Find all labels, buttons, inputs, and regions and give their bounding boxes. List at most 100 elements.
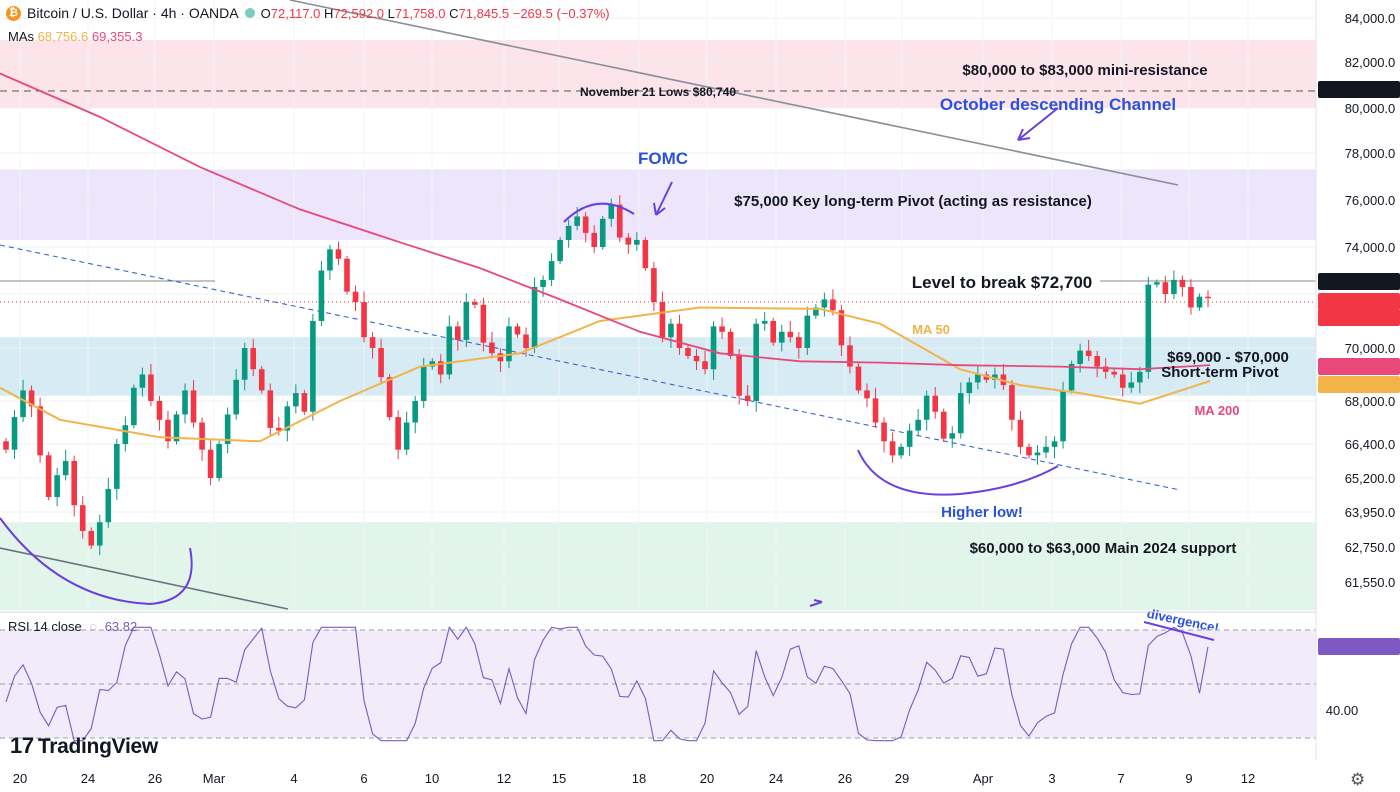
candle-body xyxy=(79,505,86,531)
ma200-legend-value: 69,355.3 xyxy=(91,29,143,44)
time-tick-label: 3 xyxy=(1048,771,1055,786)
candle-body xyxy=(412,401,418,423)
candle-body xyxy=(148,374,154,401)
time-tick-label: 12 xyxy=(1241,771,1255,786)
candle-body xyxy=(71,461,77,506)
candle-body xyxy=(275,427,282,431)
candle-body xyxy=(932,395,939,412)
candle-body xyxy=(906,430,913,447)
candle-body xyxy=(634,239,640,245)
price-badge-bg xyxy=(1318,273,1400,290)
candle-body xyxy=(736,355,742,396)
symbol-header[interactable]: ₿ Bitcoin / U.S. Dollar · 4h · OANDA O72… xyxy=(6,5,610,21)
candle-body xyxy=(864,390,870,399)
candle-body xyxy=(403,422,410,450)
zone-band-2 xyxy=(0,169,1316,240)
candle-body xyxy=(889,441,896,456)
rsi-label: RSI 14 close xyxy=(8,619,82,634)
candle-body xyxy=(233,379,239,415)
time-tick-label: Mar xyxy=(203,771,226,786)
candle-body xyxy=(497,353,504,362)
candle-body xyxy=(429,361,436,367)
candle-body xyxy=(548,261,555,280)
rsi-legend[interactable]: RSI 14 close ◌ 63.82 xyxy=(8,619,137,634)
price-tick-label: 84,000.0 xyxy=(1345,11,1396,26)
candle-body xyxy=(173,414,180,442)
candle-body xyxy=(599,218,606,247)
candle-body xyxy=(293,393,299,407)
candle-body xyxy=(156,401,163,420)
candle-body xyxy=(395,417,401,450)
gear-icon[interactable]: ⚙ xyxy=(1350,770,1366,789)
candle-body xyxy=(574,216,580,226)
candle-body xyxy=(992,374,998,380)
candle-body xyxy=(352,291,359,303)
candle-body xyxy=(940,411,947,439)
candle-body xyxy=(420,366,427,401)
price-tick-label: 63,950.0 xyxy=(1345,505,1396,520)
zone-label-short-pivot-2: Short-term Pivot xyxy=(1161,364,1279,381)
open-value: 72,117.0 xyxy=(270,5,321,21)
zone-label-short-pivot-1: $69,000 - $70,000 xyxy=(1167,349,1289,366)
candle-body xyxy=(114,444,120,489)
candle-body xyxy=(719,326,725,332)
candle-body xyxy=(949,433,956,439)
candle-body xyxy=(710,326,717,370)
candle-body xyxy=(122,425,129,444)
price-badge-bg xyxy=(1318,81,1400,98)
candle-body xyxy=(250,348,257,370)
fomc-arc xyxy=(563,202,635,223)
bitcoin-icon: ₿ xyxy=(6,5,21,21)
candle-body xyxy=(514,326,521,335)
candle-body xyxy=(1094,355,1100,367)
candle-body xyxy=(770,321,777,343)
price-tick-label: 80,000.0 xyxy=(1345,101,1396,116)
symbol-title[interactable]: Bitcoin / U.S. Dollar · 4h · OANDA xyxy=(27,5,239,21)
candle-body xyxy=(702,361,708,370)
price-tick-label: 70,000.0 xyxy=(1345,341,1396,356)
candle-body xyxy=(591,232,598,247)
candle-body xyxy=(651,268,657,303)
candle-body xyxy=(923,395,930,420)
candle-body xyxy=(540,279,546,287)
price-tick-label: 66,400.0 xyxy=(1345,437,1396,452)
candle-body xyxy=(472,302,478,305)
candle-body xyxy=(62,461,69,476)
visibility-icon[interactable]: ◌ xyxy=(89,619,98,634)
level-to-break-label: Level to break $72,700 xyxy=(912,273,1093,292)
time-tick-label: 9 xyxy=(1185,771,1192,786)
candle-body xyxy=(847,345,853,367)
candle-body xyxy=(241,348,248,380)
time-tick-label: 10 xyxy=(425,771,439,786)
candle-body xyxy=(1060,390,1066,442)
candle-body xyxy=(361,302,367,338)
market-status-icon xyxy=(244,8,255,18)
time-tick-label: 26 xyxy=(838,771,852,786)
candle-body xyxy=(676,323,683,348)
candle-body xyxy=(267,390,274,428)
candle-body xyxy=(199,422,205,450)
candle-body xyxy=(787,331,794,338)
candle-body xyxy=(224,414,231,444)
zone-label-main-support: $60,000 to $63,000 Main 2024 support xyxy=(970,540,1237,557)
ma-legend[interactable]: MAs 68,756.6 69,355.3 xyxy=(8,29,142,44)
candle-body xyxy=(463,302,470,340)
candle-body xyxy=(881,422,887,442)
candle-body xyxy=(207,449,214,478)
candle-body xyxy=(796,337,802,348)
zone-label-key-pivot: $75,000 Key long-term Pivot (acting as r… xyxy=(734,193,1092,210)
candle-body xyxy=(335,249,342,259)
candle-body xyxy=(915,419,921,431)
tradingview-icon: 17 xyxy=(10,733,34,758)
candle-body xyxy=(642,239,649,269)
candle-body xyxy=(821,299,828,308)
candle-body xyxy=(1068,363,1075,391)
candle-body xyxy=(1102,366,1109,372)
november-low-label: November 21 Lows $80,740 xyxy=(580,85,736,99)
candle-body xyxy=(582,216,589,233)
tradingview-wordmark: TradingView xyxy=(37,735,158,758)
higher-low-arc xyxy=(857,449,1059,496)
price-badge-bg xyxy=(1318,293,1400,310)
candle-body xyxy=(778,331,785,343)
